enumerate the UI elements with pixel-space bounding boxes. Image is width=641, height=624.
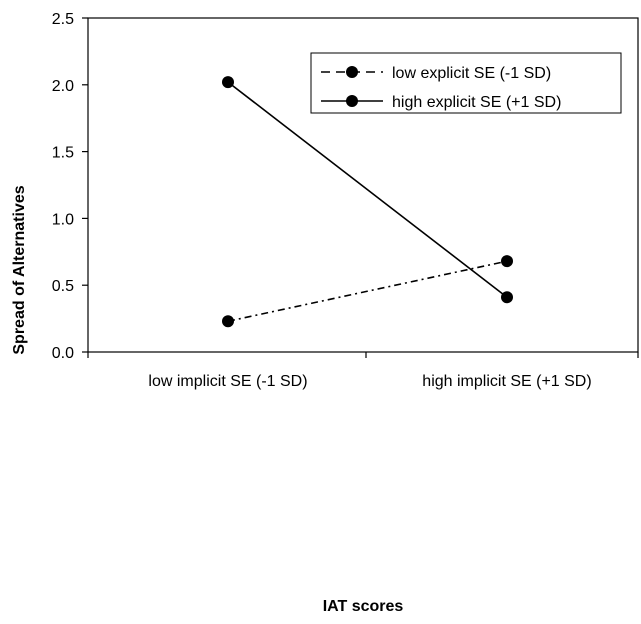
y-tick-label: 0.0 [52, 345, 74, 362]
x-axis-title: IAT scores [323, 598, 404, 615]
y-tick-label: 1.5 [52, 145, 74, 162]
legend: low explicit SE (-1 SD) high explicit SE… [310, 52, 622, 114]
y-tick-label: 1.0 [52, 211, 74, 228]
x-tick-label: low implicit SE (-1 SD) [148, 373, 307, 390]
y-tick-marks [82, 17, 88, 353]
series-1-point-1 [501, 291, 513, 304]
y-tick-label: 2.5 [52, 11, 74, 28]
legend-marker-high-explicit [346, 95, 358, 107]
legend-label-low-explicit: low explicit SE (-1 SD) [392, 65, 551, 82]
x-axis: low implicit SE (-1 SD) high implicit SE… [148, 373, 591, 390]
series-layer [222, 76, 513, 328]
series-1-point-0 [222, 76, 234, 89]
y-tick-label: 2.0 [52, 78, 74, 95]
legend-marker-low-explicit [346, 66, 358, 78]
legend-box [310, 52, 622, 114]
y-axis-title: Spread of Alternatives [11, 185, 28, 354]
series-0-point-0 [222, 315, 234, 328]
series-line-0 [227, 260, 508, 323]
plot-area [87, 17, 639, 353]
y-axis: 0.0 0.5 1.0 1.5 2.0 2.5 [52, 11, 74, 362]
legend-label-high-explicit: high explicit SE (+1 SD) [392, 94, 561, 111]
x-tick-label: high implicit SE (+1 SD) [422, 373, 591, 390]
series-0-point-1 [501, 255, 513, 268]
series-line-1 [227, 81, 508, 298]
y-tick-label: 0.5 [52, 278, 74, 295]
x-tick-marks [87, 352, 639, 358]
